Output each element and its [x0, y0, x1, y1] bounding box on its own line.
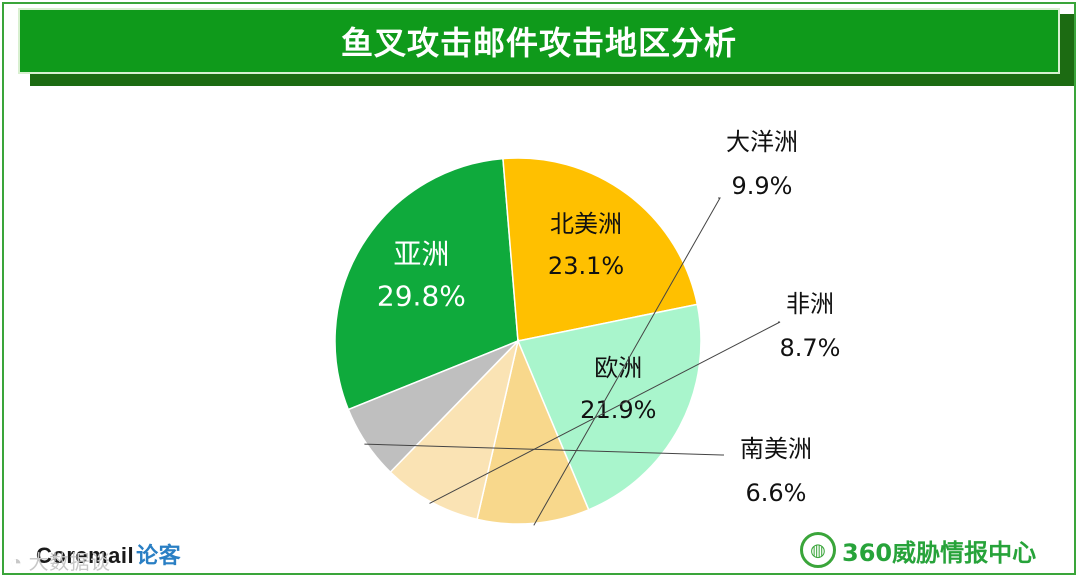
leader-line [364, 443, 724, 456]
leader-line [429, 321, 781, 504]
threat-center-text: 360威胁情报中心 [842, 538, 1037, 567]
watermark-text: 大数据谈 [28, 552, 111, 574]
coremail-logo: Coremail论客 ◔ 大数据谈 [10, 538, 182, 574]
slice-label: 非洲 [786, 290, 834, 318]
globe-wreath-icon: ◍ [800, 532, 836, 568]
leader-line [533, 197, 721, 526]
slice-value-label: 29.8% [377, 279, 466, 312]
slice-label: 欧洲 [594, 354, 642, 382]
slice-label: 北美洲 [550, 210, 622, 238]
slice-value-label: 8.7% [780, 334, 841, 362]
slice-value-label: 6.6% [746, 479, 807, 507]
pie-slice [389, 338, 520, 521]
slice-value-label: 9.9% [732, 172, 793, 200]
slice-value-label: 23.1% [548, 252, 624, 280]
threat-center-logo: ◍ 360威胁情报中心 [800, 530, 1036, 570]
watermark: ◔ 大数据谈 [10, 546, 111, 575]
coremail-brand-text: Coremail [36, 543, 135, 568]
coremail-brand-accent: 论客 [136, 543, 182, 568]
wechat-icon: ◔ [10, 552, 23, 574]
pie-slice [347, 340, 519, 474]
pie-slice [502, 157, 699, 342]
slice-label: 大洋洲 [726, 128, 798, 156]
slice-label: 南美洲 [740, 435, 812, 463]
title-bar: 鱼叉攻击邮件攻击地区分析 [18, 8, 1060, 74]
pie-slice [516, 303, 702, 511]
chart-title: 鱼叉攻击邮件攻击地区分析 [340, 24, 737, 62]
slice-label: 亚洲 [393, 237, 449, 270]
pie-slice [334, 157, 519, 411]
